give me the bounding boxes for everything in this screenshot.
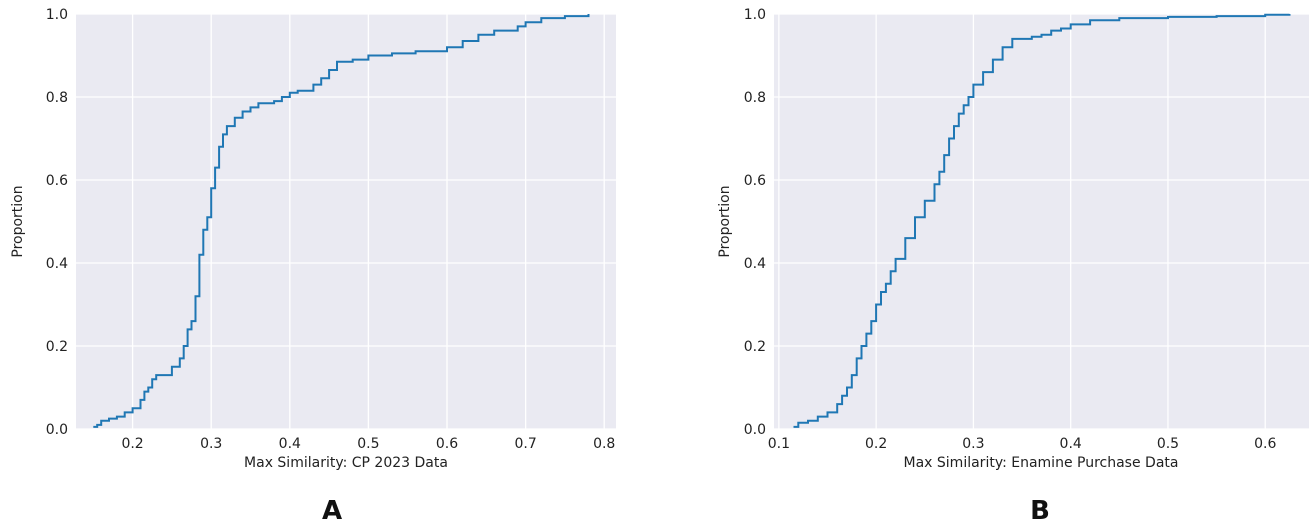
plot-area-b: [774, 14, 1309, 429]
x-tick-label-a-0: 0.2: [121, 436, 143, 452]
y-tick-label-b-4: 0.8: [744, 90, 766, 106]
y-tick-label-a-5: 1.0: [46, 7, 68, 23]
x-tick-label-a-4: 0.6: [436, 436, 458, 452]
y-tick-label-a-0: 0.0: [46, 422, 68, 438]
x-tick-label-b-1: 0.2: [865, 436, 887, 452]
x-tick-label-a-1: 0.3: [200, 436, 222, 452]
ecdf-series-a-0: [93, 14, 590, 428]
y-tick-label-b-1: 0.2: [744, 339, 766, 355]
x-tick-label-b-0: 0.1: [768, 436, 790, 452]
y-tick-label-a-3: 0.6: [46, 173, 68, 189]
panel-b: 0.1 0.2 0.3 0.4 0.5 0.6 0.0 0.2 0.4 0.6 0.8 1.0 Max…: [717, 7, 1309, 471]
x-tick-label-a-6: 0.8: [593, 436, 615, 452]
y-tick-label-a-2: 0.4: [46, 256, 68, 272]
x-axis-label-a: Max Similarity: CP 2023 Data: [244, 455, 448, 471]
ticks-a: 0.2 0.3 0.4 0.5 0.6 0.7 0.8 0.0 0.2 0.4 0.6 0.8 1.0: [46, 7, 616, 452]
ecdf-series-b-0: [793, 13, 1291, 428]
curve-a: [93, 14, 590, 428]
x-tick-label-b-5: 0.6: [1254, 436, 1276, 452]
y-tick-label-b-0: 0.0: [744, 422, 766, 438]
y-tick-label-b-2: 0.4: [744, 256, 766, 272]
x-axis-label-b: Max Similarity: Enamine Purchase Data: [904, 455, 1179, 471]
x-tick-label-b-4: 0.5: [1157, 436, 1179, 452]
panel-a: 0.2 0.3 0.4 0.5 0.6 0.7 0.80.00.20.40.60.81.0 …: [10, 7, 616, 471]
panel-label-b: B: [1030, 496, 1050, 526]
grid-b: [774, 13, 1309, 430]
x-tick-label-a-3: 0.5: [357, 436, 379, 452]
x-tick-label-a-5: 0.7: [514, 436, 536, 452]
panel-label-a: A: [321, 496, 343, 526]
y-axis-label-b: Proportion: [717, 185, 733, 257]
y-tick-label-b-3: 0.6: [744, 173, 766, 189]
y-axis-label-a: Proportion: [10, 185, 26, 257]
grid-a: [76, 13, 616, 430]
y-tick-label-a-1: 0.2: [46, 339, 68, 355]
y-tick-label-a-4: 0.8: [46, 90, 68, 106]
x-tick-label-b-2: 0.3: [962, 436, 984, 452]
ticks-b: 0.1 0.2 0.3 0.4 0.5 0.6 0.0 0.2 0.4 0.6 0.8 1.0: [744, 7, 1277, 452]
x-tick-label-b-3: 0.4: [1060, 436, 1082, 452]
x-tick-label-a-2: 0.4: [279, 436, 301, 452]
plot-area-a: [76, 14, 616, 429]
y-tick-label-b-5: 1.0: [744, 7, 766, 23]
curve-b: [793, 13, 1291, 428]
